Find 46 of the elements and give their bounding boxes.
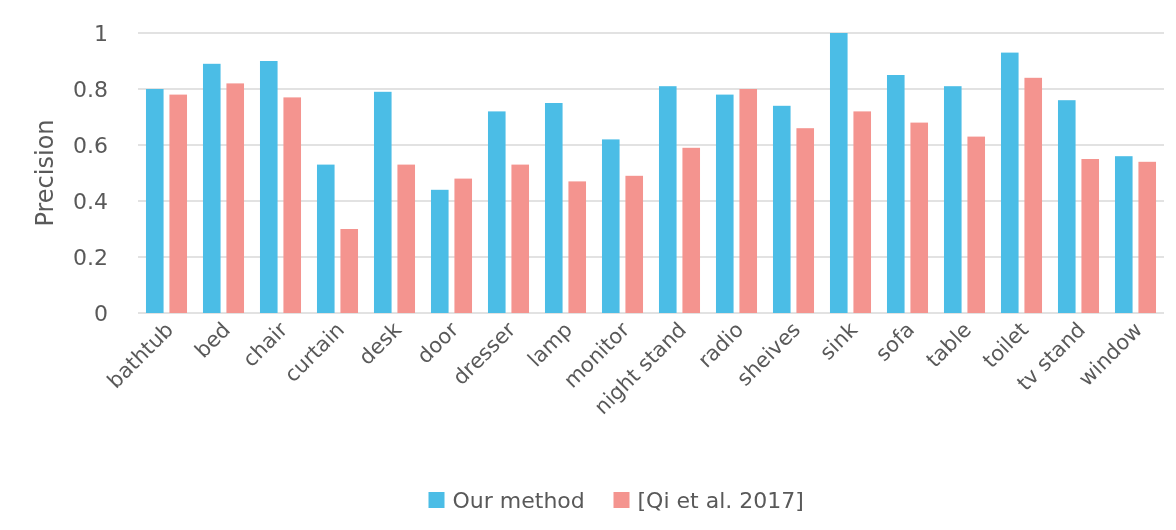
bar: [967, 136, 986, 313]
bar: [259, 61, 278, 313]
bar: [943, 86, 962, 313]
y-tick-label: 0.8: [73, 76, 108, 102]
bar: [340, 229, 359, 313]
bar: [169, 94, 188, 313]
bar: [145, 89, 164, 313]
bar: [544, 103, 563, 313]
bar: [226, 83, 245, 313]
bar: [910, 122, 929, 313]
bar: [568, 181, 587, 313]
bar: [625, 175, 644, 313]
bar: [829, 33, 848, 313]
bar: [772, 105, 791, 313]
y-tick-label: 0.2: [73, 244, 108, 270]
legend-label: [Qi et al. 2017]: [637, 488, 804, 513]
y-tick-label: 0.4: [73, 188, 108, 214]
bar: [658, 86, 677, 313]
x-tick-label: sofa: [870, 317, 920, 366]
bar: [316, 164, 335, 313]
bar: [1024, 77, 1043, 313]
bar: [682, 147, 701, 313]
bar: [1000, 52, 1019, 313]
bar: [283, 97, 302, 313]
bar: [202, 63, 221, 313]
y-tick-label: 1: [94, 20, 108, 46]
bar: [397, 164, 416, 313]
bar: [1057, 100, 1076, 313]
bar: [1081, 159, 1100, 313]
y-axis-title: Precision: [31, 119, 59, 227]
bar: [796, 128, 815, 313]
bar: [601, 139, 620, 313]
bar: [1114, 156, 1133, 313]
bar: [511, 164, 530, 313]
bar: [715, 94, 734, 313]
bar: [886, 75, 905, 313]
y-tick-label: 0.6: [73, 132, 108, 158]
y-tick-label: 0: [94, 300, 108, 326]
bar: [454, 178, 473, 313]
bar: [487, 111, 506, 313]
bar: [739, 89, 758, 313]
bar: [373, 91, 392, 313]
bar: [853, 111, 872, 313]
bar: [430, 189, 449, 313]
legend-label: Our method: [452, 488, 585, 513]
bar: [1138, 161, 1157, 313]
